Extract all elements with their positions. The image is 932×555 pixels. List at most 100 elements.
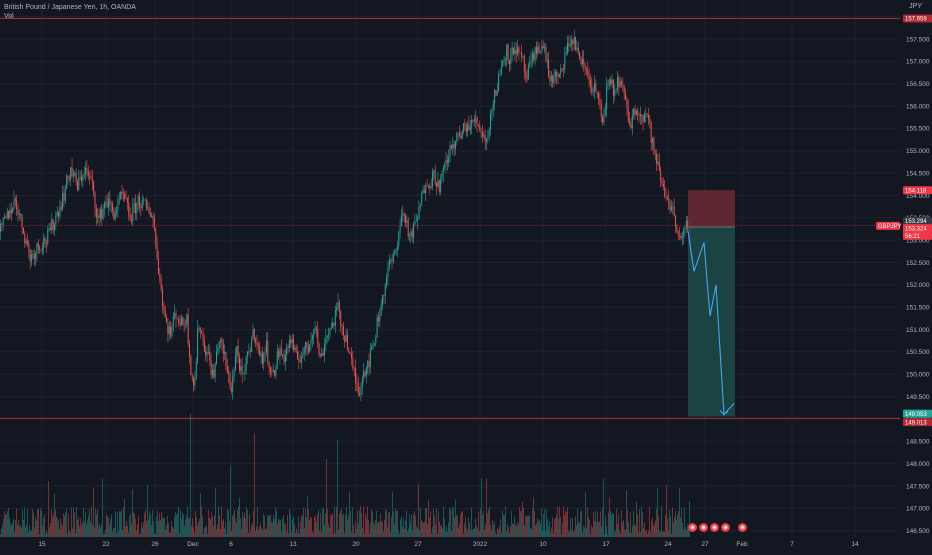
volume-bar xyxy=(343,513,344,537)
volume-bar xyxy=(405,520,406,537)
volume-bar xyxy=(246,507,247,537)
volume-bar xyxy=(297,533,298,537)
candle-body xyxy=(153,218,155,230)
candle-body xyxy=(610,79,612,85)
volume-bar xyxy=(126,520,127,537)
volume-bar xyxy=(626,490,627,537)
candle-body xyxy=(126,199,128,203)
candle-body xyxy=(410,231,412,236)
candle-body xyxy=(384,284,386,296)
price-label-bg xyxy=(903,224,932,233)
price-tick-label: 148.500 xyxy=(906,439,930,446)
candle-body xyxy=(328,334,330,336)
price-tick-label: 157.500 xyxy=(906,36,930,43)
volume-bar xyxy=(149,511,150,537)
economic-event-icon[interactable]: ◉ xyxy=(721,523,730,532)
volume-bar xyxy=(291,532,292,537)
volume-bar xyxy=(687,523,688,537)
volume-bar xyxy=(392,491,393,537)
candle-body xyxy=(345,335,347,342)
economic-event-icon[interactable]: ◉ xyxy=(699,523,708,532)
volume-bar xyxy=(74,512,75,537)
volume-bar xyxy=(234,509,235,537)
volume-bar xyxy=(16,508,17,537)
price-label: 153.294 xyxy=(903,216,932,225)
candle-body xyxy=(418,207,420,219)
candle-body xyxy=(479,125,481,132)
volume-bar xyxy=(453,507,454,537)
volume-bar xyxy=(501,532,502,537)
candle-body xyxy=(260,353,262,356)
volume-bar xyxy=(238,506,239,537)
candle-body xyxy=(130,218,132,222)
volume-bar xyxy=(490,524,491,537)
volume-bar xyxy=(633,511,634,537)
candle-body xyxy=(666,197,668,199)
candle-body xyxy=(137,196,139,203)
volume-bar xyxy=(474,528,475,537)
volume-bar xyxy=(629,532,630,537)
candle-body xyxy=(496,91,498,96)
volume-bar xyxy=(51,509,52,537)
volume-bar xyxy=(49,527,50,537)
volume-bar xyxy=(412,530,413,537)
volume-bar xyxy=(59,529,60,537)
candle-body xyxy=(553,76,555,84)
price-label: 149.013 xyxy=(903,418,932,426)
volume-bar xyxy=(556,514,557,537)
candle-body xyxy=(279,348,281,357)
candle-body xyxy=(346,335,348,350)
volume-bar xyxy=(185,519,186,537)
volume-bar xyxy=(189,518,190,537)
candle-body xyxy=(604,109,606,114)
candle-body xyxy=(365,368,367,377)
candle-body xyxy=(685,220,687,227)
volume-bar xyxy=(190,413,191,537)
candle-body xyxy=(464,123,466,127)
economic-event-icon[interactable]: ◉ xyxy=(688,523,697,532)
candle-body xyxy=(101,209,103,219)
volume-bar xyxy=(157,511,158,537)
volume-bar xyxy=(107,516,108,537)
volume-bar xyxy=(15,519,16,537)
economic-event-icon[interactable]: ◉ xyxy=(738,523,747,532)
candle-body xyxy=(324,344,325,356)
candle-body xyxy=(567,43,568,53)
candle-body xyxy=(206,351,208,356)
candle-body xyxy=(145,200,147,208)
volume-bar xyxy=(39,534,40,537)
volume-bar xyxy=(296,528,297,537)
candle-body xyxy=(108,199,109,208)
candle-body xyxy=(22,228,24,234)
candle-body xyxy=(441,173,443,180)
volume-bar xyxy=(587,507,588,537)
volume-bar xyxy=(686,529,687,537)
volume-bar xyxy=(361,513,362,537)
volume-bar xyxy=(1,528,2,537)
candle-body xyxy=(634,108,636,115)
candle-body xyxy=(318,343,320,356)
volume-bar xyxy=(4,511,5,537)
candle-body xyxy=(270,367,271,372)
candle-body xyxy=(301,356,303,363)
volume-bar xyxy=(462,511,463,537)
volume-bar xyxy=(557,506,558,537)
stop-loss-zone xyxy=(688,190,735,228)
candle-body xyxy=(633,108,635,116)
volume-bar xyxy=(378,521,379,537)
volume-bar xyxy=(590,534,591,537)
volume-bar xyxy=(247,509,248,537)
candle-body xyxy=(290,339,292,343)
economic-event-icon[interactable]: ◉ xyxy=(710,523,719,532)
candle-body xyxy=(132,205,134,222)
candle-body xyxy=(164,309,166,318)
candle-body xyxy=(178,318,180,323)
volume-bar xyxy=(25,527,26,537)
volume-bar xyxy=(240,518,241,537)
volume-bar xyxy=(23,519,24,537)
volume-bar xyxy=(585,491,586,537)
volume-bar xyxy=(524,525,525,537)
candle-body xyxy=(233,370,235,377)
